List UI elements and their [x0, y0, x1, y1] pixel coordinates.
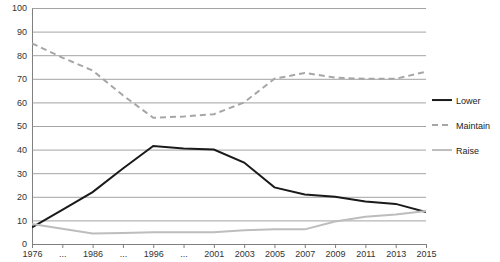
x-tick-label: 1986 [83, 249, 103, 259]
y-tick-label: 40 [17, 145, 27, 155]
y-axis: 0 10 20 30 40 50 60 70 80 90 100 [12, 3, 426, 249]
grid-line [32, 173, 426, 174]
legend: Lower Maintain Raise [432, 96, 490, 156]
y-tick-label: 0 [22, 239, 27, 249]
x-tick-mark [274, 244, 275, 248]
x-tick-label: 2003 [235, 249, 255, 259]
x-tick-mark [184, 244, 185, 248]
y-tick-label: 20 [17, 192, 27, 202]
series-line [32, 43, 426, 117]
x-tick-label: 2011 [356, 249, 375, 259]
grid-line [32, 79, 426, 80]
legend-swatch [432, 149, 452, 151]
x-tick: 1986 [83, 244, 103, 259]
y-tick-label: 50 [17, 121, 27, 131]
x-tick-label: ... [120, 249, 128, 259]
x-tick-mark [123, 244, 124, 248]
x-tick-label: 2007 [295, 249, 315, 259]
x-tick-label: 2015 [416, 249, 436, 259]
grid-line [32, 102, 426, 103]
y-tick-label: 30 [17, 169, 27, 179]
y-tick: 70 [17, 74, 426, 84]
x-tick-mark [244, 244, 245, 248]
x-tick-mark [32, 244, 33, 248]
grid-line [32, 197, 426, 198]
x-tick-mark [214, 244, 215, 248]
legend-label: Lower [456, 96, 481, 106]
grid-line [32, 8, 426, 9]
grid-line [32, 32, 426, 33]
legend-swatch [432, 99, 452, 101]
x-tick: 2013 [386, 244, 406, 259]
y-tick: 100 [12, 3, 426, 13]
y-tick: 60 [17, 98, 426, 108]
x-tick: ... [59, 244, 67, 259]
plot: 0 10 20 30 40 50 60 70 80 90 100 1976... 1986... 1996… [12, 3, 437, 259]
x-tick-label: 1976 [22, 249, 42, 259]
x-tick-mark [93, 244, 94, 248]
legend-label: Maintain [456, 121, 490, 131]
y-tick-label: 80 [17, 51, 27, 61]
x-tick: 1976 [22, 244, 42, 259]
series-line [32, 211, 426, 233]
x-tick: 2003 [235, 244, 255, 259]
chart: 0 10 20 30 40 50 60 70 80 90 100 1976... 1986... 1996… [0, 0, 500, 262]
y-tick: 90 [17, 27, 426, 37]
y-tick: 30 [17, 169, 426, 179]
x-tick-label: ... [59, 249, 67, 259]
legend-swatch [432, 124, 452, 126]
legend-entry: Raise [432, 146, 479, 156]
legend-entry: Lower [432, 96, 481, 106]
lines [32, 43, 426, 233]
y-tick-label: 10 [17, 216, 27, 226]
x-tick-mark [62, 244, 63, 248]
x-axis: 1976... 1986... 1996... 2001 2003 2005 2007 200… [22, 244, 436, 259]
y-tick: 0 [22, 239, 426, 249]
x-tick-mark [153, 244, 154, 248]
x-tick: 2005 [265, 244, 285, 259]
grid-line [32, 126, 426, 127]
x-tick-mark [305, 244, 306, 248]
x-tick-label: 2009 [326, 249, 346, 259]
grid-line [32, 150, 426, 151]
x-tick: ... [180, 244, 188, 259]
x-tick-label: 2005 [265, 249, 285, 259]
y-tick-label: 60 [17, 98, 27, 108]
y-tick: 50 [17, 121, 426, 131]
x-tick-mark [365, 244, 366, 248]
x-tick: 2009 [326, 244, 346, 259]
x-tick: ... [120, 244, 128, 259]
x-tick-mark [396, 244, 397, 248]
y-tick-label: 100 [12, 3, 27, 13]
x-tick-label: 2001 [204, 249, 224, 259]
x-tick: 2015 [416, 244, 436, 259]
y-tick-label: 90 [17, 27, 27, 37]
x-tick: 1996 [144, 244, 164, 259]
grid-line [32, 244, 426, 245]
y-tick-label: 70 [17, 74, 27, 84]
grid-line [32, 55, 426, 56]
x-tick-mark [335, 244, 336, 248]
legend-entry: Maintain [432, 121, 490, 131]
x-axis-line [33, 244, 427, 245]
x-tick-label: 1996 [144, 249, 164, 259]
x-tick: 2011 [356, 244, 375, 259]
x-tick-mark [426, 244, 427, 248]
x-tick: 2007 [295, 244, 315, 259]
x-tick: 2001 [204, 244, 224, 259]
x-tick-label: 2013 [386, 249, 406, 259]
y-tick: 80 [17, 51, 426, 61]
series-line [32, 146, 426, 227]
legend-label: Raise [456, 146, 479, 156]
x-tick-label: ... [180, 249, 188, 259]
grid-line [32, 220, 426, 221]
